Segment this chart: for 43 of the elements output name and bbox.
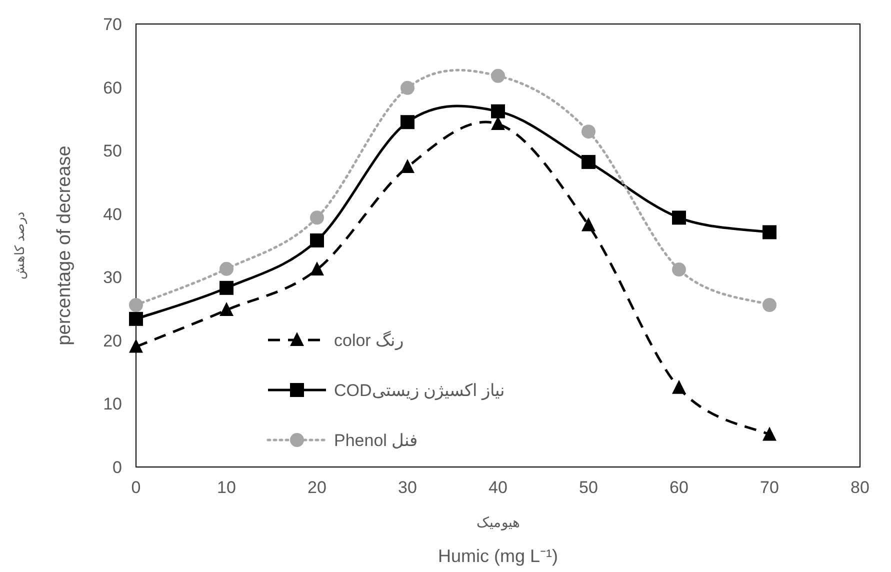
point (762, 426, 776, 441)
point (582, 154, 596, 169)
x-tick-label: 10 (217, 478, 236, 497)
point (672, 210, 686, 225)
y-tick-label: 50 (103, 142, 122, 161)
y-tick-label: 0 (112, 458, 122, 477)
legend-label: CODنیاز اکسیژن زیستی (334, 381, 506, 401)
point (310, 233, 324, 248)
y-tick-label: 40 (103, 204, 122, 224)
x-tick-label: 60 (670, 478, 688, 497)
point (220, 302, 234, 316)
legend-label: color رنگ (334, 330, 404, 351)
point (762, 298, 776, 312)
point (220, 262, 234, 276)
point (672, 380, 686, 394)
point (491, 104, 505, 118)
point (400, 115, 414, 130)
legend-label: Phenol فنل (334, 431, 418, 450)
y-tick-label: 60 (103, 78, 122, 98)
point (310, 262, 324, 276)
point (129, 298, 143, 312)
y-tick-label: 20 (103, 331, 122, 350)
y-tick-label: 70 (103, 15, 122, 34)
y-tick-label: 10 (103, 394, 122, 414)
point (310, 210, 324, 225)
x-tick-label: 20 (308, 478, 326, 497)
point (672, 262, 686, 277)
point (129, 312, 143, 326)
point (400, 159, 414, 174)
point (129, 338, 143, 353)
y-tick-label: 30 (103, 268, 122, 288)
x-tick-label: 0 (131, 478, 141, 497)
x-tick-label: 80 (850, 478, 870, 497)
point (582, 124, 596, 139)
point (582, 217, 596, 232)
x-tick-label: 30 (398, 478, 417, 497)
point (491, 68, 505, 83)
x-tick-label: 70 (760, 478, 779, 497)
point (762, 225, 776, 240)
x-tick-label: 50 (579, 478, 598, 497)
x-tick-label: 40 (488, 478, 508, 497)
point (400, 80, 414, 95)
point (220, 280, 234, 295)
